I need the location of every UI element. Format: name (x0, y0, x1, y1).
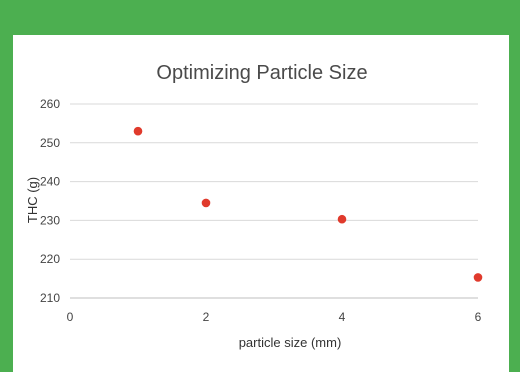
data-point (133, 126, 143, 136)
y-tick-label: 260 (40, 97, 60, 111)
data-point (473, 273, 483, 282)
data-point (201, 198, 211, 208)
data-point (337, 214, 347, 224)
y-tick-label: 220 (40, 252, 60, 266)
data-points (133, 126, 483, 282)
chart-panel (13, 35, 509, 372)
x-tick-label: 4 (339, 310, 346, 324)
x-tick-label: 2 (203, 310, 210, 324)
x-tick-label: 6 (475, 310, 482, 324)
x-tick-label: 0 (67, 310, 74, 324)
y-tick-labels: 210 220 230 240 250 260 (40, 97, 60, 305)
y-tick-label: 210 (40, 291, 60, 305)
x-tick-labels: 0 2 4 6 (67, 310, 482, 324)
chart-title: Optimizing Particle Size (156, 62, 367, 84)
y-tick-label: 230 (40, 213, 60, 227)
x-axis-title: particle size (mm) (239, 335, 342, 350)
y-axis-title: THC (g) (25, 177, 40, 223)
gridlines (70, 103, 478, 299)
y-tick-label: 240 (40, 175, 60, 189)
y-tick-label: 250 (40, 136, 60, 150)
